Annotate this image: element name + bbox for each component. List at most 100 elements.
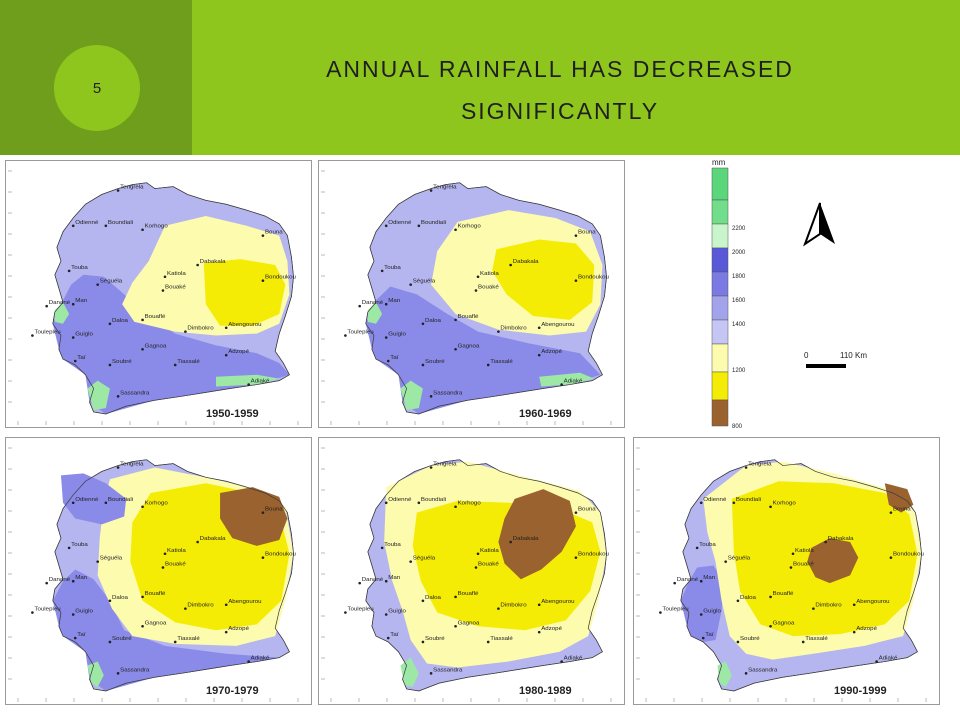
town-label-danane: Danané [362, 577, 384, 583]
zone-mid-blue [680, 565, 724, 642]
town-label-daloa: Daloa [740, 595, 757, 601]
town-dot-katiola [791, 552, 795, 556]
town-label-bouna: Bouna [578, 230, 596, 236]
town-dot-dabakala [824, 540, 827, 544]
zone-light-green [87, 661, 104, 688]
town-label-adiake: Adiaké [564, 379, 583, 385]
town-label-tiassale: Tiassalé [177, 359, 200, 365]
town-dot-man [71, 302, 75, 306]
town-label-tai: Taï [77, 632, 86, 638]
town-label-gagnoa: Gagnoa [458, 620, 480, 626]
zone-brown [498, 489, 576, 580]
town-dot-adzope [224, 353, 228, 357]
slide-number: 5 [54, 45, 140, 131]
town-dot-man [71, 579, 75, 583]
slide-title-line2: SIGNIFICANTLY [460, 98, 660, 124]
town-dot-danane [673, 581, 677, 585]
legend-label-1800: 1800 [732, 274, 746, 280]
town-dot-korhogo [454, 505, 457, 508]
town-label-toulepleu: Toulepleu [34, 330, 60, 336]
scale-bar: 0 110 Km [800, 348, 890, 378]
town-dot-dabakala [196, 263, 199, 267]
town-dot-tengrela [116, 466, 120, 469]
country-outline [365, 459, 607, 692]
town-dot-danane [45, 581, 49, 585]
town-label-sassandra: Sassandra [433, 390, 463, 396]
title-band-right [192, 0, 960, 155]
town-label-seguela: Séguéla [100, 279, 123, 285]
town-label-tai: Taï [77, 355, 86, 361]
town-dot-dabakala [196, 540, 199, 544]
town-dot-tengrela [429, 466, 433, 469]
town-label-bondoukou: Bondoukou [265, 275, 296, 281]
town-dot-bouna [889, 511, 893, 514]
town-dot-dimbokro [184, 330, 187, 333]
town-dot-boundiali [417, 501, 421, 505]
town-dot-adiake [247, 383, 250, 386]
town-dot-danane [45, 304, 49, 308]
town-dot-katiola [476, 275, 480, 279]
period-label: 1990-1999 [834, 685, 887, 697]
zone-mid-blue [52, 569, 280, 691]
town-label-sassandra: Sassandra [433, 667, 463, 673]
town-dot-tai [701, 636, 705, 640]
town-label-gagnoa: Gagnoa [773, 620, 795, 626]
town-label-guiglo: Guiglo [388, 332, 406, 338]
rainfall-map-1990-1999: Tengrela Odienné Boundiali Korhogo Bouna Toub… [633, 437, 940, 705]
town-dot-sassandra [116, 395, 120, 398]
town-dot-gagnoa [141, 625, 144, 628]
town-dot-guiglo [71, 336, 75, 339]
town-dot-bouna [574, 234, 578, 237]
town-label-adzope: Adzopé [541, 349, 562, 355]
town-label-tiassale: Tiassalé [177, 636, 200, 642]
town-label-dimbokro: Dimbokro [500, 603, 527, 609]
country-outline [52, 182, 294, 415]
scale-zero: 0 [804, 351, 809, 360]
town-dot-daloa [736, 599, 740, 603]
scale-distance: 110 Km [840, 351, 867, 360]
town-dot-adzope [224, 630, 228, 634]
slide-title-line1: ANNUAL RAINFALL HAS DECREASED [326, 56, 794, 82]
town-dot-guiglo [384, 336, 388, 339]
town-dot-daloa [421, 599, 425, 603]
town-label-bouna: Bouna [265, 507, 283, 513]
town-label-dabakala: Dabakala [200, 536, 227, 542]
town-label-boundiali: Boundiali [108, 220, 133, 226]
town-dot-bouake [474, 566, 478, 569]
zone-yellow [492, 239, 595, 320]
town-label-boundiali: Boundiali [736, 497, 761, 503]
legend-label-1200: 1200 [732, 368, 746, 374]
town-label-danane: Danané [49, 300, 71, 306]
legend-unit: mm [712, 158, 726, 167]
town-label-bouna: Bouna [578, 507, 596, 513]
town-dot-abengourou [224, 326, 228, 329]
town-dot-odienne [71, 501, 75, 505]
town-label-korhogo: Korhogo [145, 224, 169, 230]
town-label-daloa: Daloa [112, 318, 129, 324]
town-label-boundiali: Boundiali [421, 497, 446, 503]
town-dot-gagnoa [454, 348, 457, 351]
town-label-adzope: Adzopé [856, 626, 877, 632]
town-dot-bondoukou [889, 556, 893, 559]
town-label-katiola: Katiola [480, 548, 499, 554]
town-dot-soubre [108, 640, 112, 644]
town-dot-daloa [108, 599, 112, 603]
town-dot-soubre [421, 363, 425, 367]
town-label-toulepleu: Toulepleu [347, 330, 373, 336]
town-label-katiola: Katiola [167, 548, 186, 554]
town-dot-soubre [421, 640, 425, 644]
town-label-seguela: Séguéla [728, 556, 751, 562]
town-dot-guiglo [699, 613, 703, 616]
zone-brown [220, 487, 288, 546]
town-dot-danane [358, 581, 362, 585]
town-label-toulepleu: Toulepleu [347, 607, 373, 613]
town-label-korhogo: Korhogo [458, 501, 482, 507]
town-dot-toulepleu [31, 611, 34, 614]
town-dot-gagnoa [141, 348, 144, 351]
town-dot-dimbokro [497, 607, 500, 610]
town-label-bouake: Bouaké [478, 285, 499, 291]
town-label-bouafle: Bouaflé [458, 591, 479, 597]
town-label-adiake: Adiaké [564, 656, 583, 662]
town-dot-gagnoa [769, 625, 772, 628]
town-dot-seguela [96, 560, 100, 563]
